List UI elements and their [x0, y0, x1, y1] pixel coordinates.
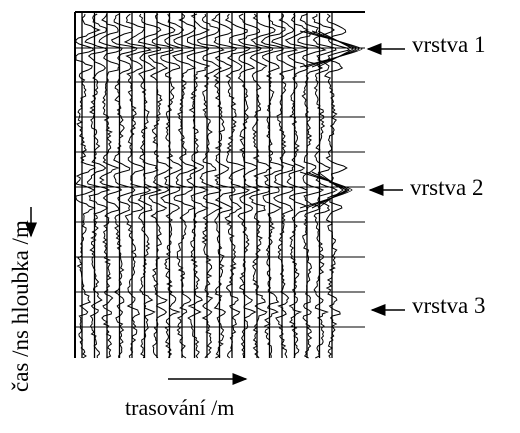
- trace-wiggle: [210, 13, 238, 359]
- trace-wiggle: [98, 13, 124, 359]
- trace-wiggle: [284, 13, 309, 359]
- trace-wiggle: [297, 13, 327, 359]
- reflection-peak: [317, 171, 344, 209]
- layer-3-label: vrstva 3: [412, 293, 486, 318]
- trace-wiggle: [260, 13, 286, 359]
- radar-traces: [75, 13, 363, 359]
- trace-wiggle: [237, 13, 263, 359]
- reflection-peak: [305, 171, 350, 209]
- trace-wiggle: [186, 13, 211, 359]
- trace-wiggle: [110, 13, 139, 359]
- trace-wiggle: [137, 13, 163, 359]
- layer-2-label: vrstva 2: [410, 175, 484, 200]
- trace-wiggle: [171, 13, 198, 359]
- trace-baselines: [81, 12, 333, 358]
- reflection-peak: [311, 30, 357, 68]
- trace-wiggle: [147, 13, 176, 359]
- reflection-peak: [311, 171, 347, 209]
- trace-wiggle: [75, 13, 101, 359]
- trace-wiggle: [224, 13, 252, 359]
- trace-wiggle: [123, 13, 152, 359]
- trace-wiggle: [196, 13, 225, 359]
- trace-wiggle: [160, 13, 185, 359]
- y-axis-label: čas /ns hloubka /m: [8, 220, 33, 392]
- trace-wiggle: [84, 13, 111, 359]
- reflection-peak: [317, 30, 354, 68]
- trace-wiggle: [271, 13, 299, 359]
- x-axis-label: trasování /m: [125, 395, 235, 420]
- layer-1-label: vrstva 1: [412, 32, 486, 57]
- trace-wiggle: [248, 13, 276, 359]
- trace-wiggle: [311, 13, 338, 359]
